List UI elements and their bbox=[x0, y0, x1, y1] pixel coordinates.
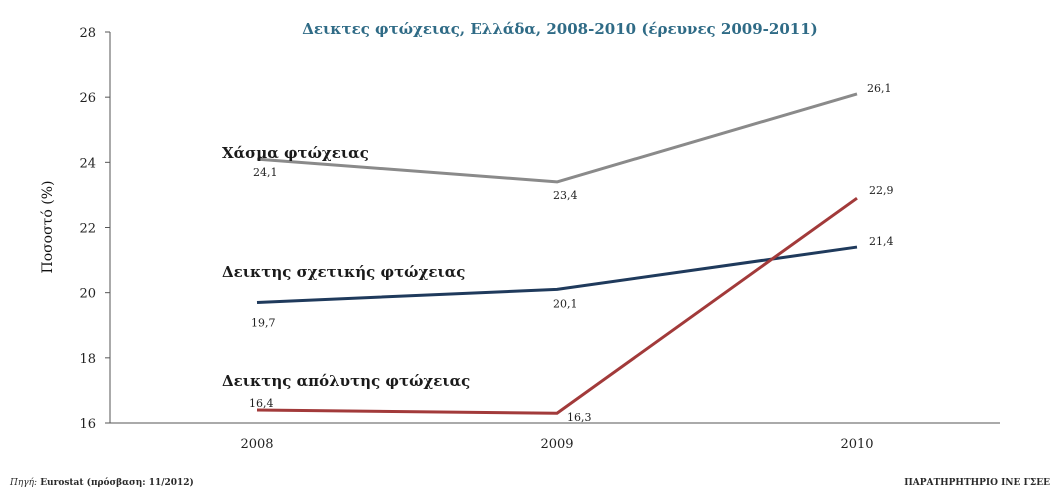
series-line bbox=[256, 196, 858, 415]
y-axis-ticks: 16 18 20 22 24 26 28 bbox=[79, 26, 110, 432]
data-label: 24,1 bbox=[253, 166, 278, 179]
chart-title: Δεικτες φτώχειας, Ελλάδα, 2008-2010 (έρε… bbox=[302, 20, 818, 38]
x-tick-label: 2010 bbox=[840, 437, 873, 452]
data-label: 22,9 bbox=[869, 184, 894, 197]
data-label: 26,1 bbox=[867, 82, 892, 95]
y-tick-label: 20 bbox=[79, 287, 96, 302]
source-prefix: Πηγή: bbox=[10, 478, 38, 488]
data-label: 23,4 bbox=[553, 189, 578, 202]
data-label: 19,7 bbox=[251, 316, 276, 329]
series-line bbox=[256, 245, 858, 304]
footer-source: Πηγή: Eurostat (πρόσβαση: 11/2012) bbox=[10, 478, 194, 488]
y-axis-label: Ποσοστό (%) bbox=[40, 180, 56, 273]
x-tick-label: 2008 bbox=[240, 437, 273, 452]
series-name-label: Δεικτης σχετικής φτώχειας bbox=[222, 263, 465, 281]
series-name-label: Χάσμα φτώχειας bbox=[222, 144, 369, 162]
y-tick-label: 22 bbox=[79, 222, 96, 237]
y-tick-label: 28 bbox=[79, 26, 96, 41]
series-name-label: Δεικτης απόλυτης φτώχειας bbox=[222, 372, 470, 390]
footer-credit: ΠΑΡΑΤΗΡΗΤΗΡΙΟ ΙΝΕ ΓΣΕΕ bbox=[904, 478, 1050, 488]
y-tick-label: 16 bbox=[79, 417, 96, 432]
series-layer: 24,1 23,4 26,1 Χάσμα φτώχειας 19,7 20,1 21,4 Δε… bbox=[222, 82, 894, 424]
poverty-line-chart: Δεικτες φτώχειας, Ελλάδα, 2008-2010 (έρε… bbox=[40, 20, 1000, 452]
data-label: 16,3 bbox=[567, 411, 592, 424]
y-tick-label: 24 bbox=[79, 156, 96, 171]
source-text: Eurostat (πρόσβαση: 11/2012) bbox=[40, 478, 194, 488]
data-label: 16,4 bbox=[249, 397, 274, 410]
y-tick-label: 26 bbox=[79, 91, 96, 106]
series-line bbox=[256, 92, 858, 184]
data-label: 20,1 bbox=[553, 297, 578, 310]
y-tick-label: 18 bbox=[79, 352, 96, 367]
x-tick-label: 2009 bbox=[540, 437, 573, 452]
x-axis-ticks: 2008 2009 2010 bbox=[240, 437, 873, 452]
data-label: 21,4 bbox=[869, 235, 894, 248]
